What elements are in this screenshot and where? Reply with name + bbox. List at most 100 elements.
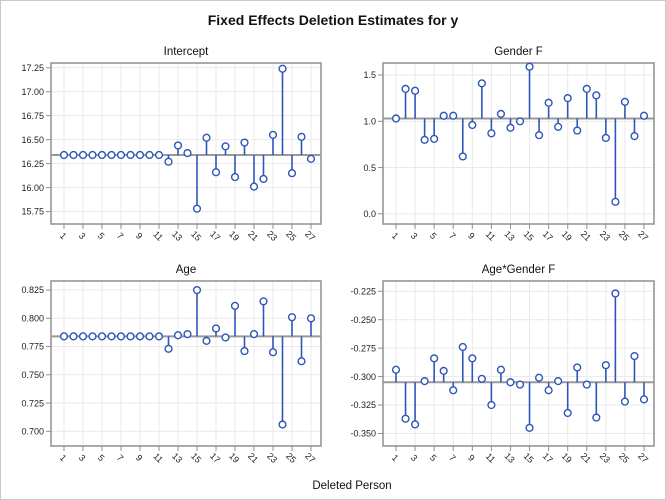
y-tick-label: 0.800 xyxy=(21,313,44,323)
data-point-marker xyxy=(211,168,221,177)
data-point-marker xyxy=(164,157,173,166)
x-tick-label: 17 xyxy=(541,451,555,465)
data-point-marker xyxy=(154,150,164,160)
data-point-marker xyxy=(487,129,496,138)
x-tick-label: 23 xyxy=(265,451,279,465)
x-tick-label: 1 xyxy=(58,231,69,242)
x-tick-label: 21 xyxy=(579,451,593,465)
y-tick-label: 0.5 xyxy=(363,163,376,173)
data-point-marker xyxy=(639,111,649,120)
data-point-marker xyxy=(268,130,278,139)
y-tick-label: 16.50 xyxy=(21,135,44,145)
data-point-marker xyxy=(183,330,192,339)
y-tick-label: -0.300 xyxy=(350,372,376,382)
x-tick-label: 5 xyxy=(428,231,439,242)
y-tick-label: 0.775 xyxy=(21,342,44,352)
data-point-marker xyxy=(496,109,506,118)
x-tick-label: 13 xyxy=(170,229,184,243)
data-point-marker xyxy=(525,423,534,432)
data-point-marker xyxy=(525,62,534,71)
data-point-marker xyxy=(306,154,316,163)
y-tick-label: 16.75 xyxy=(21,111,44,121)
subplot-title-gender-f: Gender F xyxy=(494,46,543,58)
data-point-marker xyxy=(477,79,486,88)
x-tick-label: 21 xyxy=(246,229,260,243)
x-tick-label: 13 xyxy=(503,229,517,243)
data-point-marker xyxy=(573,363,582,372)
data-point-marker xyxy=(554,122,563,131)
y-tick-label: 16.25 xyxy=(21,159,44,169)
y-tick-label: 0.700 xyxy=(21,427,44,437)
x-tick-label: 17 xyxy=(208,229,222,243)
data-point-marker xyxy=(297,357,306,366)
x-tick-label: 1 xyxy=(390,453,401,464)
data-point-marker xyxy=(630,352,639,361)
data-point-marker xyxy=(601,133,610,143)
data-point-marker xyxy=(78,150,88,160)
data-point-marker xyxy=(69,332,78,341)
data-point-marker xyxy=(221,142,230,151)
data-point-marker xyxy=(554,377,563,386)
data-point-marker xyxy=(154,332,164,341)
data-point-marker xyxy=(563,94,572,103)
data-point-marker xyxy=(202,133,211,142)
data-point-marker xyxy=(116,150,126,160)
x-tick-label: 3 xyxy=(409,453,420,464)
data-point-marker xyxy=(135,150,145,160)
x-tick-label: 1 xyxy=(58,453,69,464)
x-tick-label: 1 xyxy=(390,231,401,242)
x-tick-label: 25 xyxy=(284,229,298,243)
data-point-marker xyxy=(639,395,649,404)
x-tick-label: 9 xyxy=(466,231,477,242)
y-tick-label: 0.750 xyxy=(21,370,44,380)
data-point-marker xyxy=(487,400,496,410)
data-point-marker xyxy=(240,346,249,356)
x-tick-label: 27 xyxy=(303,451,317,465)
data-point-marker xyxy=(515,117,525,126)
data-point-marker xyxy=(468,354,477,363)
data-point-marker xyxy=(278,420,287,429)
data-point-marker xyxy=(192,204,202,213)
data-point-marker xyxy=(183,148,192,158)
y-tick-label: 0.0 xyxy=(363,209,376,219)
y-tick-label: 0.825 xyxy=(21,285,44,295)
data-point-marker xyxy=(401,84,410,94)
y-tick-label: 1.0 xyxy=(363,116,376,126)
data-point-marker xyxy=(230,172,240,182)
plot-frame xyxy=(50,280,322,447)
data-point-marker xyxy=(249,182,259,191)
x-tick-label: 13 xyxy=(170,451,184,465)
y-tick-label: 15.75 xyxy=(21,207,44,217)
data-point-marker xyxy=(582,84,591,94)
data-point-marker xyxy=(477,374,486,383)
data-point-marker xyxy=(202,336,211,345)
x-tick-label: 11 xyxy=(484,451,498,465)
subplot-title-intercept: Intercept xyxy=(164,46,210,58)
x-tick-label: 11 xyxy=(484,229,498,243)
plot-frame xyxy=(382,280,655,447)
data-point-marker xyxy=(230,301,240,310)
data-point-marker xyxy=(287,313,297,322)
y-tick-label: 17.00 xyxy=(21,87,44,97)
data-point-marker xyxy=(563,408,572,418)
y-tick-label: 0.725 xyxy=(21,398,44,408)
data-point-marker xyxy=(401,414,410,423)
data-point-marker xyxy=(410,420,420,429)
x-tick-label: 11 xyxy=(151,451,165,465)
x-tick-label: 15 xyxy=(189,451,203,465)
data-point-marker xyxy=(306,314,316,323)
x-tick-label: 9 xyxy=(134,231,145,242)
data-point-marker xyxy=(449,386,458,395)
x-tick-label: 25 xyxy=(617,229,631,243)
y-tick-label: 17.25 xyxy=(21,63,44,73)
x-tick-label: 27 xyxy=(303,229,317,243)
x-tick-label: 19 xyxy=(227,451,241,465)
data-point-marker xyxy=(287,169,297,178)
data-point-marker xyxy=(506,378,515,387)
data-point-marker xyxy=(116,332,126,341)
plot-frame xyxy=(50,62,322,225)
